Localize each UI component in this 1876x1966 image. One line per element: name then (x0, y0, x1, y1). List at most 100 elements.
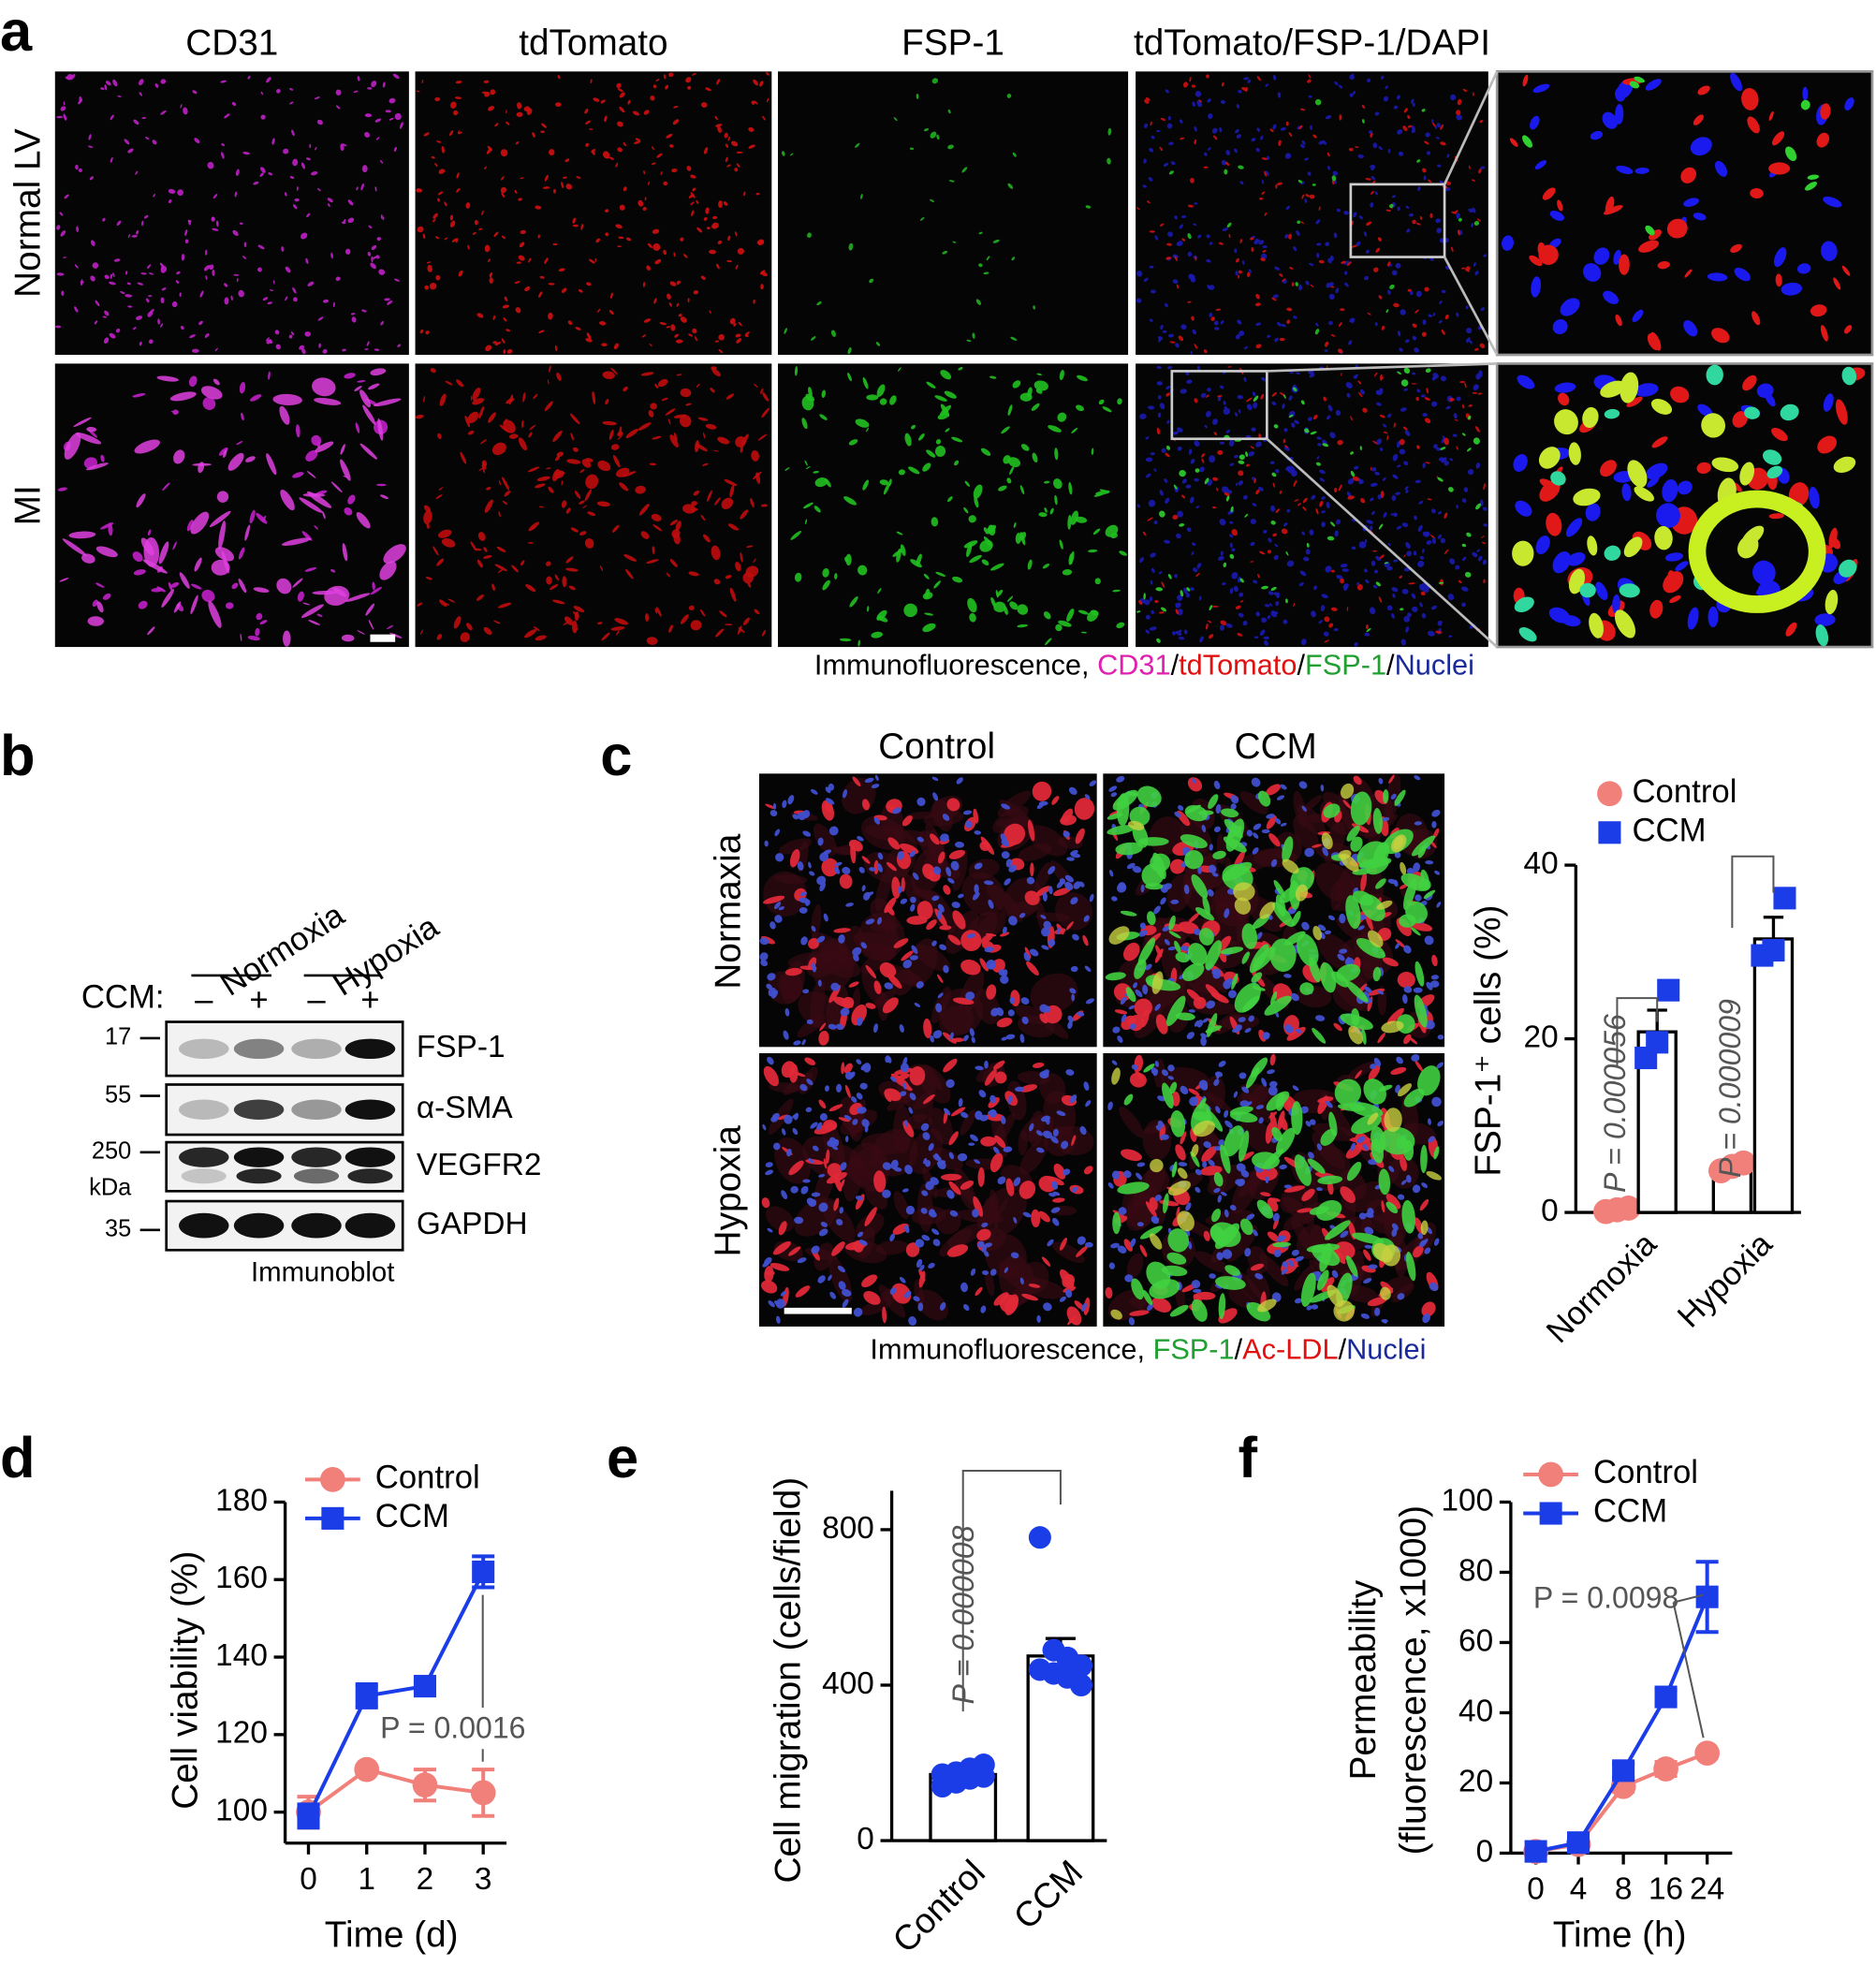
micrograph-background (1136, 71, 1488, 355)
cell (1085, 1242, 1093, 1248)
y-tick-label: 100 (215, 1793, 268, 1827)
x-axis-label: Time (d) (325, 1915, 459, 1955)
y-tick-label: 120 (215, 1716, 268, 1751)
cell (1217, 450, 1223, 455)
micrograph (778, 363, 1128, 647)
band (291, 1147, 341, 1166)
legend-label: CCM (375, 1499, 449, 1534)
panel-letter: f (1238, 1426, 1258, 1490)
micrograph (55, 71, 409, 355)
y-tick-label: 140 (215, 1638, 268, 1673)
legend-label: Control (1593, 1455, 1698, 1490)
lane-sign: – (307, 982, 326, 1018)
marker (413, 1772, 438, 1797)
marker (1762, 939, 1784, 961)
band (291, 1100, 341, 1120)
marker (1525, 1841, 1547, 1863)
data-point (1029, 1526, 1051, 1548)
y-tick-label: 0 (1541, 1194, 1559, 1228)
band-label: VEGFR2 (417, 1148, 542, 1182)
caption: Immunofluorescence, CD31/tdTomato/FSP-1/… (814, 649, 1474, 682)
x-tick-label: 8 (1615, 1871, 1633, 1906)
scale-bar (370, 635, 395, 642)
marker (1657, 979, 1679, 1002)
x-tick-label: 4 (1570, 1871, 1588, 1906)
micrograph (1103, 773, 1444, 1048)
marker (472, 1561, 494, 1583)
lane-sign: + (360, 982, 379, 1018)
micrograph (1497, 71, 1872, 355)
band (345, 1213, 395, 1239)
micrograph-background (778, 363, 1128, 647)
row-label: Normal LV (7, 128, 48, 298)
column-header: tdTomato/FSP-1/DAPI (1134, 22, 1490, 63)
band (179, 1213, 228, 1239)
caption-part: FSP-1 (1153, 1333, 1235, 1366)
marker (1540, 1502, 1562, 1524)
micrograph (1497, 363, 1872, 647)
y-axis-label: (fluorescence, x1000) (1394, 1505, 1434, 1855)
caption: Immunofluorescence, FSP-1/Ac-LDL/Nuclei (870, 1333, 1426, 1366)
y-axis-label: FSP-1⁺ cells (%) (1469, 905, 1509, 1177)
caption-part: FSP-1 (1305, 649, 1386, 682)
y-axis-label: Cell viability (%) (166, 1551, 206, 1810)
micrograph-background (778, 71, 1128, 355)
cell (435, 275, 440, 281)
x-tick-label: 16 (1649, 1871, 1683, 1906)
marker (1646, 1031, 1668, 1053)
y-axis-label: Cell migration (cells/field) (769, 1477, 809, 1884)
column-header: CCM (1235, 726, 1317, 767)
x-tick-label: Control (885, 1852, 992, 1959)
cell (244, 242, 246, 247)
marker (1567, 1831, 1590, 1854)
marker-label: kDa (89, 1174, 132, 1200)
y-axis-label: Permeability (1343, 1579, 1384, 1780)
cell (1802, 87, 1808, 101)
y-tick-label: 40 (1458, 1694, 1493, 1728)
legend-label: CCM (1632, 813, 1706, 848)
marker (356, 1684, 378, 1707)
micrograph (778, 71, 1128, 355)
marker (354, 1757, 379, 1783)
cell (1512, 541, 1534, 566)
marker (471, 1781, 496, 1806)
x-tick-label: 3 (475, 1862, 492, 1897)
scale-bar (784, 1308, 852, 1314)
y-tick-label: 800 (822, 1511, 874, 1546)
band (294, 1168, 339, 1183)
y-tick-label: 160 (215, 1561, 268, 1595)
micrograph-background (416, 71, 772, 355)
caption-part: Nuclei (1346, 1333, 1426, 1366)
condition-label: Normoxia (214, 897, 351, 1003)
cell (1251, 427, 1255, 431)
marker-label: 250 (92, 1138, 131, 1165)
cell (1280, 338, 1285, 341)
band (234, 1147, 284, 1166)
x-tick-label: 1 (358, 1862, 375, 1897)
series-line (308, 1572, 483, 1816)
bar (1754, 939, 1792, 1212)
marker-label: 35 (105, 1216, 131, 1242)
x-tick-label: Normoxia (1540, 1225, 1663, 1350)
micrograph-background (416, 363, 772, 647)
p-value: P = 0.000009 (1713, 999, 1747, 1178)
x-tick-label: CCM (1005, 1852, 1090, 1936)
y-tick-label: 180 (215, 1483, 268, 1518)
marker (1696, 1586, 1719, 1608)
band (234, 1100, 284, 1120)
cell (1157, 381, 1163, 386)
micrograph (416, 71, 772, 355)
marker (297, 1805, 319, 1827)
x-axis-label: Time (h) (1553, 1915, 1687, 1955)
micrograph (415, 363, 771, 647)
band (345, 1100, 395, 1120)
cell (1275, 184, 1277, 189)
band (347, 1168, 392, 1183)
lane-sign: + (249, 982, 268, 1018)
cell (260, 114, 265, 119)
marker (1598, 821, 1620, 844)
band (179, 1100, 228, 1120)
cell (283, 630, 291, 646)
series-line (308, 1769, 483, 1812)
